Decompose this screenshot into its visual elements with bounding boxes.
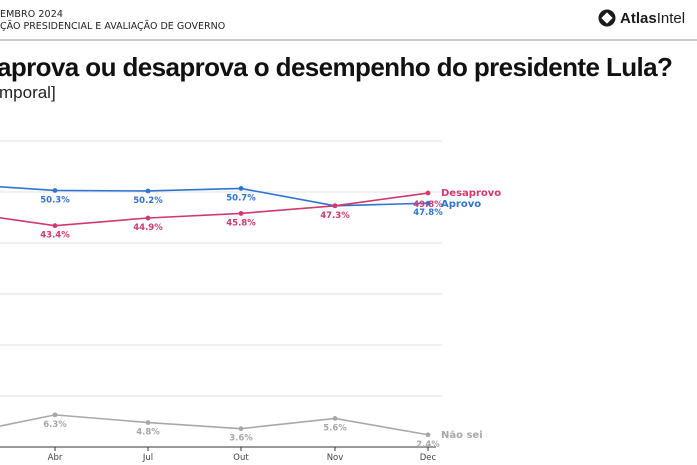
atlasintel-logo-icon [598, 9, 616, 27]
x-tick-label: Abr [48, 453, 63, 463]
data-point-desaprovo [52, 223, 58, 229]
data-label-desaprovo: 44.9% [133, 223, 163, 233]
data-point-aprovo [52, 188, 58, 193]
data-point-desaprovo [238, 211, 244, 216]
data-label-desaprovo: 43.4% [40, 231, 70, 241]
data-label-aprovo: 47.8% [413, 208, 443, 218]
data-label-desaprovo: 49.8% [413, 200, 443, 210]
chart-subtitle: mporal] [0, 83, 56, 102]
data-label-nao_sei: 3.6% [229, 434, 253, 444]
data-point-desaprovo [332, 203, 338, 209]
data-point-nao_sei [425, 432, 431, 438]
data-label-desaprovo: 45.8% [226, 218, 256, 228]
report-section: ÇÃO PRESIDENCIAL E AVALIAÇÃO DE GOVERNO [0, 21, 226, 32]
brand-logo: AtlasIntel [598, 9, 685, 27]
data-point-aprovo [238, 186, 244, 191]
data-label-nao_sei: 6.3% [43, 420, 67, 430]
data-label-aprovo: 50.2% [133, 196, 163, 206]
series-line-aprovo [0, 186, 429, 207]
brand-name: AtlasIntel [620, 9, 686, 27]
chart-title: aprova ou desaprova o desempenho do pres… [0, 52, 673, 82]
data-point-nao_sei [145, 420, 151, 425]
data-label-nao_sei: 4.8% [136, 428, 160, 438]
x-tick-label: Dec [420, 453, 437, 463]
data-label-desaprovo: 47.3% [320, 211, 350, 221]
legend-nao_sei: Não sei [441, 430, 483, 441]
data-point-aprovo [145, 188, 151, 194]
data-point-desaprovo [425, 190, 431, 196]
data-point-nao_sei [332, 416, 338, 421]
header-divider [0, 39, 697, 41]
data-point-nao_sei [238, 426, 244, 432]
data-label-aprovo: 50.7% [226, 193, 256, 203]
legend-aprovo: Aprovo [441, 199, 481, 210]
series-line-nao_sei [0, 414, 429, 436]
data-point-desaprovo [145, 215, 151, 221]
data-label-aprovo: 50.3% [40, 195, 70, 205]
data-label-nao_sei: 2.4% [416, 440, 440, 450]
x-tick-label: Jul [142, 453, 153, 463]
data-label-nao_sei: 5.6% [323, 423, 347, 433]
data-point-aprovo [425, 200, 431, 206]
legend-desaprovo: Desaprovo [441, 188, 501, 199]
data-point-nao_sei [52, 412, 58, 418]
x-tick-label: Out [233, 453, 249, 463]
report-date: EMBRO 2024 [0, 9, 63, 20]
x-tick-label: Nov [327, 453, 344, 463]
series-line-desaprovo [0, 192, 429, 227]
